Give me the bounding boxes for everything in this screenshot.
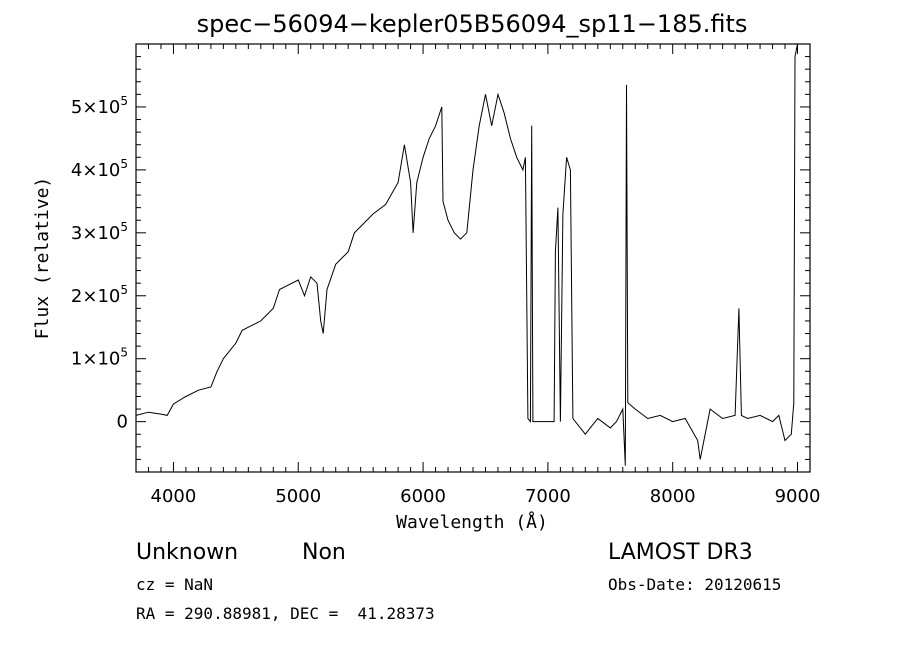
x-tick-label: 4000 [151, 486, 197, 507]
x-tick-labels: 4000 5000 6000 7000 8000 9000 [151, 486, 821, 507]
survey-name: LAMOST DR3 [608, 540, 753, 565]
x-tick-label: 9000 [775, 486, 821, 507]
plot-frame [135, 43, 811, 473]
y-tick-label: 4×105 [71, 157, 128, 181]
y-tick-label: 5×105 [71, 94, 128, 118]
y-tick-labels: 0 1×105 2×105 3×105 4×105 5×105 [71, 94, 128, 433]
spectrum-line [135, 43, 798, 466]
y-tick-label: 1×105 [71, 346, 128, 370]
spectrum-chart: spec−56094−kepler05B56094_sp11−185.fits … [32, 10, 821, 533]
x-tick-label: 8000 [650, 486, 696, 507]
x-tick-label: 7000 [525, 486, 571, 507]
object-class: Unknown [136, 540, 239, 565]
y-tick-label: 2×105 [71, 283, 128, 307]
x-tick-label: 6000 [400, 486, 446, 507]
chart-title: spec−56094−kepler05B56094_sp11−185.fits [197, 10, 748, 38]
coordinates: RA = 290.88981, DEC = 41.28373 [136, 604, 435, 623]
object-subclass: Non [302, 540, 346, 565]
redshift-cz: cz = NaN [136, 575, 214, 594]
axis-ticks [135, 44, 811, 473]
x-tick-label: 5000 [275, 486, 321, 507]
y-axis-label: Flux (relative) [32, 177, 53, 340]
observation-date: Obs-Date: 20120615 [608, 575, 782, 594]
y-tick-label: 3×105 [71, 220, 128, 244]
x-axis-label: Wavelength (Å) [396, 511, 548, 533]
y-tick-label: 0 [117, 412, 128, 433]
